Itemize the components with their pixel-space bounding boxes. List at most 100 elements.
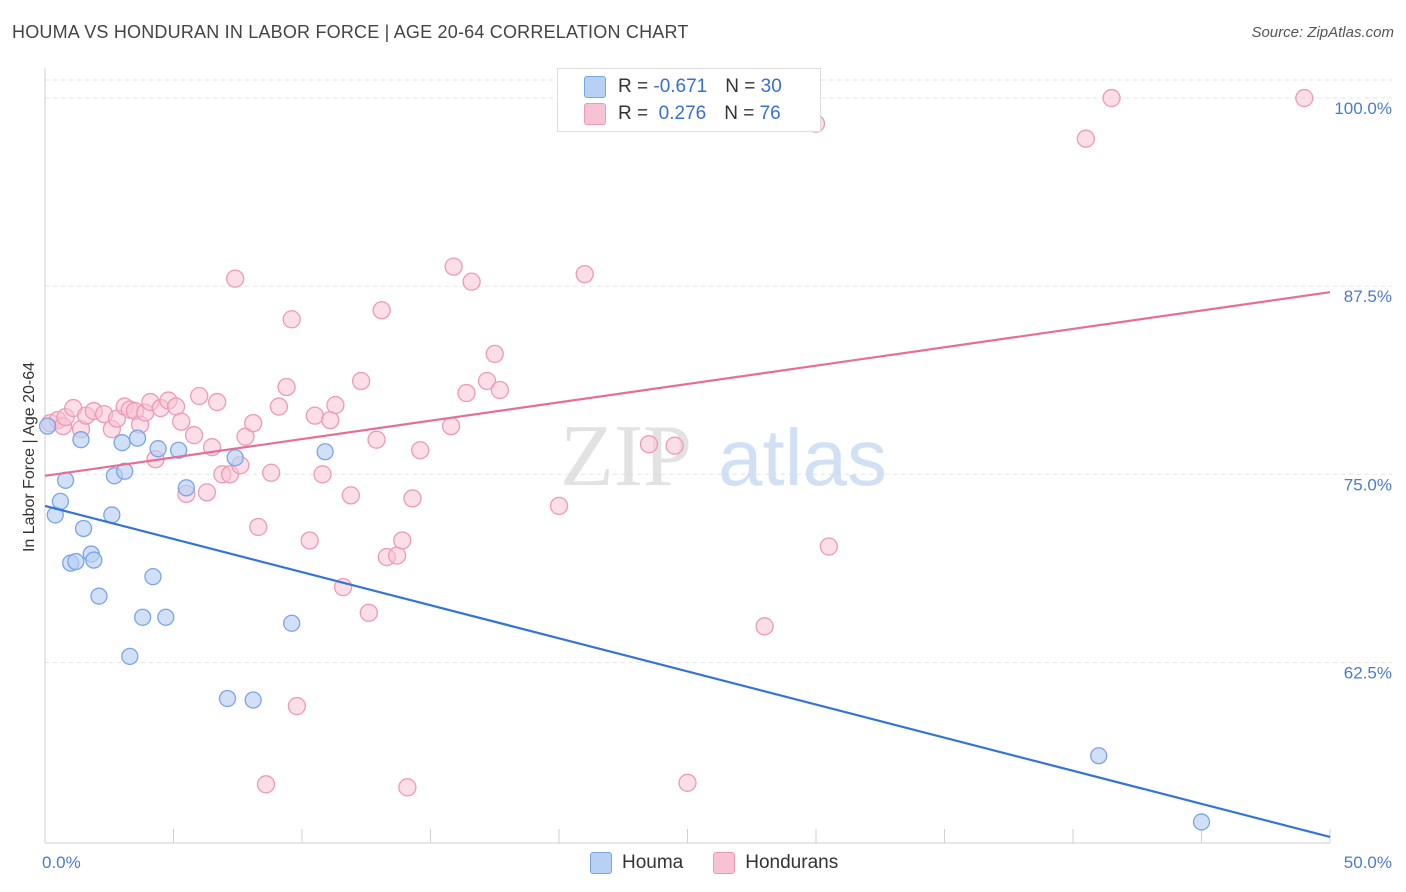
honduran-point bbox=[665, 436, 684, 455]
honduran-point bbox=[1102, 88, 1121, 108]
legend-row-houma: R = -0.671 N = 30 bbox=[584, 75, 782, 99]
honduran-point bbox=[351, 371, 371, 391]
honduran-point bbox=[197, 483, 217, 502]
houma-point bbox=[283, 614, 301, 632]
watermark-atlas: atlas bbox=[718, 413, 887, 502]
honduran-point bbox=[485, 344, 504, 364]
houma-point bbox=[103, 506, 121, 524]
honduran-point bbox=[184, 426, 204, 445]
honduran-point bbox=[262, 463, 281, 482]
y-axis-title: In Labor Force | Age 20-64 bbox=[21, 362, 38, 552]
honduran-point bbox=[282, 310, 301, 329]
honduran-point bbox=[755, 617, 774, 636]
houma-point bbox=[177, 479, 196, 497]
honduran-point bbox=[341, 486, 360, 505]
honduran-point bbox=[819, 537, 838, 556]
honduran-point bbox=[277, 377, 296, 397]
honduran-point bbox=[172, 412, 191, 431]
honduran-point bbox=[208, 392, 227, 412]
houma-trend-line bbox=[44, 504, 1331, 839]
houma-point bbox=[85, 551, 103, 569]
houma-points bbox=[38, 417, 1211, 831]
legend-item-honduran[interactable]: Hondurans bbox=[713, 852, 838, 874]
honduran-point bbox=[249, 517, 268, 537]
honduran-point bbox=[305, 406, 325, 425]
honduran-point bbox=[393, 531, 412, 550]
houma-point bbox=[38, 417, 57, 435]
legend-item-houma[interactable]: Houma bbox=[590, 852, 683, 874]
legend-row-honduran: R = 0.276 N = 76 bbox=[584, 102, 781, 126]
axes bbox=[44, 68, 1331, 844]
houma-point bbox=[1090, 747, 1108, 765]
y-tick-label: 87.5% bbox=[1344, 287, 1392, 306]
honduran-point bbox=[441, 416, 461, 436]
houma-point bbox=[116, 462, 134, 480]
honduran-point bbox=[359, 603, 378, 622]
honduran-point bbox=[549, 496, 569, 516]
houma-point bbox=[316, 443, 334, 461]
source-label: Source: ZipAtlas.com bbox=[1251, 24, 1394, 41]
houma-point bbox=[144, 567, 162, 586]
houma-point bbox=[157, 608, 175, 626]
houma-n-label: N = bbox=[725, 76, 761, 97]
axis-labels: 62.5% 75.0% 87.5% 100.0% 0.0% 50.0% bbox=[42, 99, 1392, 872]
houma-point bbox=[244, 691, 262, 709]
honduran-point bbox=[457, 383, 476, 403]
houma-point bbox=[72, 431, 90, 449]
honduran-point bbox=[326, 395, 345, 415]
honduran-point bbox=[244, 413, 263, 433]
honduran-trend-line bbox=[44, 291, 1331, 477]
houma-point bbox=[121, 647, 139, 666]
honduran-point bbox=[575, 264, 594, 284]
honduran-point bbox=[372, 301, 391, 320]
x-tick-label-min: 0.0% bbox=[42, 853, 81, 872]
honduran-point bbox=[1076, 129, 1095, 148]
honduran-point bbox=[477, 371, 497, 391]
houma-point bbox=[67, 552, 85, 571]
houma-legend-swatch bbox=[590, 852, 612, 874]
honduran-point bbox=[287, 696, 307, 716]
honduran-swatch bbox=[584, 103, 606, 125]
honduran-n-value: 76 bbox=[759, 103, 781, 124]
honduran-point bbox=[639, 435, 659, 454]
honduran-point bbox=[256, 775, 276, 794]
honduran-point bbox=[411, 441, 430, 460]
houma-point bbox=[1192, 813, 1211, 831]
honduran-point bbox=[367, 430, 386, 449]
grid-lines bbox=[45, 79, 1392, 663]
houma-point bbox=[90, 587, 108, 605]
honduran-point bbox=[313, 465, 332, 484]
houma-swatch bbox=[584, 76, 606, 98]
series-legend: Houma Hondurans bbox=[590, 852, 868, 874]
honduran-points bbox=[40, 88, 1314, 797]
honduran-point bbox=[398, 778, 417, 797]
houma-r-value: -0.671 bbox=[653, 76, 708, 97]
houma-n-value: 30 bbox=[760, 76, 782, 97]
y-tick-label: 62.5% bbox=[1344, 663, 1392, 682]
honduran-point bbox=[269, 397, 289, 416]
honduran-point bbox=[1295, 88, 1314, 108]
houma-point bbox=[128, 429, 147, 447]
honduran-point bbox=[300, 531, 319, 550]
watermark-zip: ZIP bbox=[560, 408, 692, 505]
houma-legend-label: Houma bbox=[622, 852, 684, 873]
chart-title: HOUMA VS HONDURAN IN LABOR FORCE | AGE 2… bbox=[12, 22, 689, 42]
honduran-legend-swatch bbox=[713, 852, 736, 874]
trend-lines bbox=[44, 291, 1331, 839]
honduran-point bbox=[190, 386, 209, 406]
honduran-point bbox=[490, 380, 510, 400]
houma-point bbox=[226, 449, 244, 467]
honduran-point bbox=[444, 257, 463, 276]
houma-point bbox=[51, 492, 70, 511]
honduran-point bbox=[226, 269, 245, 288]
houma-r-label: R = bbox=[618, 76, 654, 97]
houma-point bbox=[149, 440, 167, 458]
houma-point bbox=[134, 608, 152, 626]
honduran-r-label: R = bbox=[618, 103, 654, 124]
houma-point bbox=[113, 434, 131, 452]
y-tick-label: 75.0% bbox=[1344, 475, 1392, 494]
honduran-point bbox=[678, 773, 697, 792]
honduran-r-value: 0.276 bbox=[653, 103, 707, 124]
houma-point bbox=[74, 519, 93, 538]
